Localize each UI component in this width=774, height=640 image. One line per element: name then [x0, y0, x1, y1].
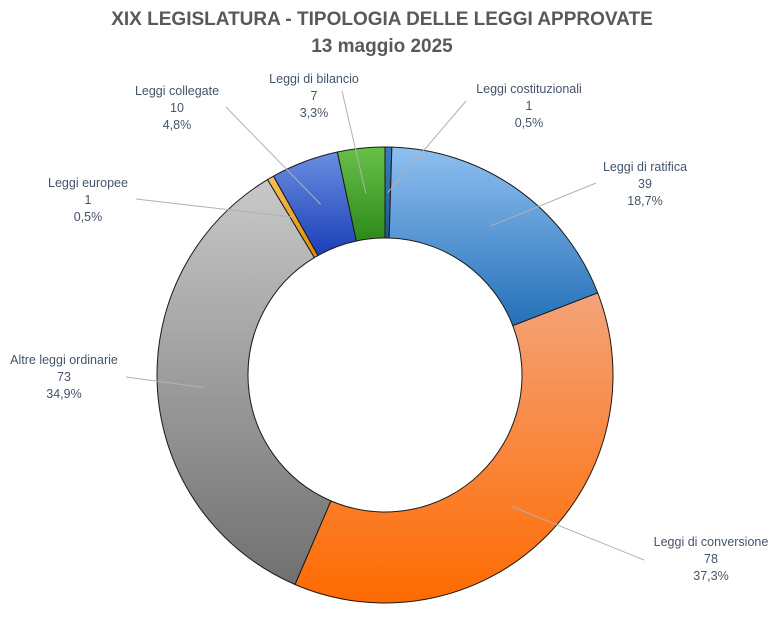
data-label-percent: 0,5% [515, 116, 544, 130]
leader-line [490, 182, 597, 227]
slice-leggi-di-ratifica [388, 146, 599, 327]
data-label-percent: 0,5% [74, 210, 103, 224]
slice-leggi-di-conversione [294, 292, 614, 604]
data-label-value: 1 [85, 193, 92, 207]
data-label-value: 73 [57, 370, 71, 384]
data-label-name: Altre leggi ordinarie [10, 353, 118, 367]
labels-group: Leggi costituzionali 1 0,5% Leggi di ratifi… [10, 72, 768, 583]
data-label-value: 78 [704, 552, 718, 566]
leader-line [125, 376, 203, 388]
leader-line [225, 106, 321, 205]
data-label-name: Leggi di ratifica [603, 160, 687, 174]
data-label-value: 7 [311, 89, 318, 103]
title-block: XIX LEGISLATURA - TIPOLOGIA DELLE LEGGI … [0, 6, 764, 60]
data-label-percent: 34,9% [46, 387, 81, 401]
data-label-percent: 3,3% [300, 106, 329, 120]
leader-line [387, 100, 467, 193]
slice-leggi-di-bilancio [336, 146, 386, 242]
data-label-percent: 4,8% [163, 118, 192, 132]
data-label-value: 10 [170, 101, 184, 115]
leader-line [135, 198, 294, 218]
data-label-value: 1 [526, 99, 533, 113]
data-label-name: Leggi collegate [135, 84, 219, 98]
data-label-percent: 18,7% [627, 194, 662, 208]
slices-group [156, 146, 614, 604]
leader-line [341, 90, 367, 194]
chart-subtitle: 13 maggio 2025 [311, 36, 453, 57]
chart-title: XIX LEGISLATURA - TIPOLOGIA DELLE LEGGI … [111, 9, 653, 30]
data-label-value: 39 [638, 177, 652, 191]
data-label-percent: 37,3% [693, 569, 728, 583]
data-label-name: Leggi costituzionali [476, 82, 582, 96]
data-label-name: Leggi di conversione [654, 535, 769, 549]
data-label-name: Leggi di bilancio [269, 72, 359, 86]
leader-lines-group [125, 90, 645, 561]
data-label-name: Leggi europee [48, 176, 128, 190]
leader-line [511, 505, 645, 561]
slice-altre-leggi-ordinarie [156, 178, 332, 586]
